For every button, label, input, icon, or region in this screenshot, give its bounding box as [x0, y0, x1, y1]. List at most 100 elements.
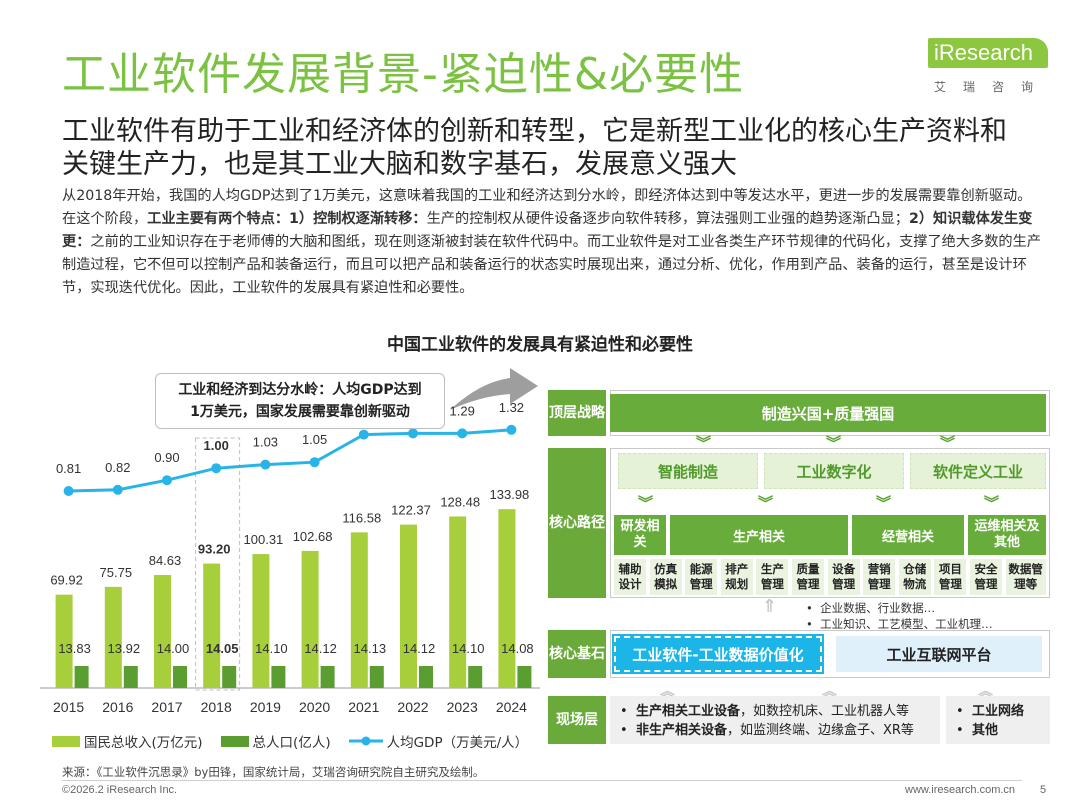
- bar-gni: [55, 594, 73, 688]
- chevron-down-icon: ︾: [984, 494, 999, 512]
- chevron-up-icon: ︽: [822, 682, 837, 700]
- legend-label-gni: 国民总收入(万亿元): [84, 735, 203, 751]
- callout-line-2: 1万美元，国家发展需要靠创新驱动: [190, 404, 410, 420]
- bar-population: [419, 666, 433, 688]
- point-gdp: [63, 486, 74, 496]
- logo-wordmark: iResearch: [928, 38, 1048, 68]
- x-tick-label: 2017: [151, 699, 182, 715]
- label-gdp: 1.29: [450, 403, 475, 418]
- bar-population: [517, 666, 532, 688]
- capability-cell: 辅助设计: [614, 559, 646, 595]
- path-box-smart-manufacturing: 智能制造: [618, 453, 758, 489]
- source-note: 来源：《工业软件沉思录》by田锋，国家统计局，艾瑞咨询研究院自主研究及绘制。: [62, 765, 485, 779]
- arrow-up-icon: ⇑: [762, 596, 777, 617]
- label-gdp: 1.32: [499, 400, 524, 415]
- label-population: 14.12: [304, 641, 337, 656]
- field-layer-label: 现场层: [548, 696, 606, 744]
- label-gni: 93.20: [198, 542, 231, 557]
- bar-population: [271, 666, 286, 688]
- x-tick-label: 2019: [250, 699, 281, 715]
- label-population: 14.12: [403, 641, 436, 656]
- capability-cell: 能源管理: [685, 559, 718, 595]
- chart-legend: 国民总收入(万亿元) 总人口(亿人) 人均GDP（万美元/人）: [52, 731, 546, 751]
- page-title: 工业软件发展背景-紧迫性&必要性: [62, 49, 745, 100]
- x-tick-label: 2018: [201, 699, 232, 715]
- capability-cell: 设备管理: [827, 559, 860, 595]
- group-production: 生产相关: [670, 515, 848, 555]
- legend-label-gdp: 人均GDP（万美元/人）: [386, 735, 529, 751]
- top-strategy-label: 顶层战略: [548, 390, 606, 436]
- bar-population: [320, 666, 335, 688]
- x-tick-label: 2020: [299, 699, 330, 715]
- legend-item-population: 总人口(亿人): [220, 731, 331, 751]
- label-population: 13.92: [108, 641, 141, 656]
- label-gni: 100.31: [244, 532, 284, 547]
- path-box-software-defined-industry: 软件定义工业: [910, 453, 1046, 489]
- bar-gni: [203, 563, 221, 688]
- data-bullet: • 工业知识、工艺模型、工业机理…: [806, 617, 993, 631]
- point-gdp: [457, 428, 468, 439]
- field-item: • 非生产相关设备，如监测终端、边缘盒子、XR等: [620, 723, 914, 738]
- body-paragraph: 从2018年开始，我国的人均GDP达到了1万美元，这意味着我国的工业和经济达到分…: [62, 185, 1042, 300]
- arrow-right-icon: [450, 368, 538, 410]
- label-gdp: 1.05: [302, 432, 327, 447]
- chevron-down-icon: ︾: [826, 434, 841, 452]
- chevron-down-icon: ︾: [696, 434, 711, 452]
- label-population: 14.05: [206, 641, 239, 656]
- group-operations: 经营相关: [852, 515, 964, 555]
- point-gdp: [162, 475, 172, 486]
- top-strategy-bar: 制造兴国+质量强国: [610, 394, 1046, 432]
- bar-population: [468, 666, 483, 688]
- x-tick-label: 2016: [102, 699, 133, 715]
- bar-gni: [154, 575, 171, 688]
- group-rd: 研发相关: [614, 515, 666, 555]
- chevron-down-icon: ︾: [940, 434, 955, 452]
- line-gdp: [68, 428, 512, 493]
- bar-population: [369, 666, 384, 688]
- section-title: 中国工业软件的发展具有紧迫性和必要性: [387, 335, 693, 355]
- label-gni: 128.48: [440, 494, 480, 509]
- legend-item-gdp: 人均GDP（万美元/人）: [348, 731, 529, 751]
- label-population: 14.13: [354, 641, 387, 656]
- label-gni: 116.58: [342, 510, 381, 525]
- legend-swatch-population: [220, 735, 249, 747]
- capability-cell: 生产管理: [756, 559, 789, 595]
- chart-callout: 工业和经济到达分水岭：人均GDP达到 1万美元，国家发展需要靠创新驱动: [155, 373, 445, 429]
- industrial-software-diagram: 顶层战略 制造兴国+质量强国 ︾ ︾ ︾ 核心路径 智能制造 工业数字化 软件定…: [548, 390, 1050, 750]
- label-population: 14.00: [157, 641, 190, 656]
- chevron-up-icon: ︽: [660, 682, 675, 700]
- point-gdp: [112, 484, 123, 495]
- bar-population: [123, 666, 138, 688]
- bar-gni: [350, 532, 368, 688]
- label-gni: 133.98: [490, 487, 530, 502]
- bar-gni: [449, 516, 467, 688]
- label-gni: 75.75: [100, 565, 133, 580]
- chevron-up-icon: ︽: [978, 682, 993, 700]
- core-foundation-label: 核心基石: [548, 630, 606, 678]
- base-box-software: 工业软件-工业数据价值化: [612, 634, 824, 674]
- bar-gni: [104, 586, 122, 688]
- data-bullets: • 企业数据、行业数据… • 工业知识、工艺模型、工业机理…: [806, 600, 993, 632]
- field-item: • 工业网络: [956, 704, 1024, 719]
- capability-cell: 安全管理: [970, 559, 1002, 595]
- base-box-platform: 工业互联网平台: [836, 636, 1042, 672]
- capability-cell: 数据管理等: [1005, 559, 1046, 595]
- iresearch-logo: iResearch 艾瑞咨询: [928, 36, 1048, 98]
- x-tick-label: 2022: [397, 699, 428, 715]
- data-bullet: • 企业数据、行业数据…: [806, 601, 936, 615]
- body-text-2: 生产的控制权从硬件设备逐步向软件转移，算法强则工业强的趋势逐渐凸显；: [426, 211, 909, 227]
- x-tick-label: 2021: [348, 699, 379, 715]
- bar-population: [222, 666, 237, 688]
- label-population: 14.10: [452, 641, 485, 656]
- legend-label-population: 总人口(亿人): [252, 735, 331, 751]
- label-population: 13.83: [58, 641, 91, 656]
- bar-population: [74, 666, 89, 688]
- capability-cell: 质量管理: [792, 559, 824, 595]
- x-tick-label: 2015: [53, 699, 84, 715]
- chevron-down-icon: ︾: [638, 494, 653, 512]
- body-bold-1: 工业主要有两个特点：1）控制权逐渐转移：: [147, 211, 427, 227]
- chevron-down-icon: ︾: [876, 494, 891, 512]
- point-gdp: [408, 428, 418, 439]
- label-population: 14.08: [501, 641, 534, 656]
- legend-swatch-gni: [52, 735, 80, 747]
